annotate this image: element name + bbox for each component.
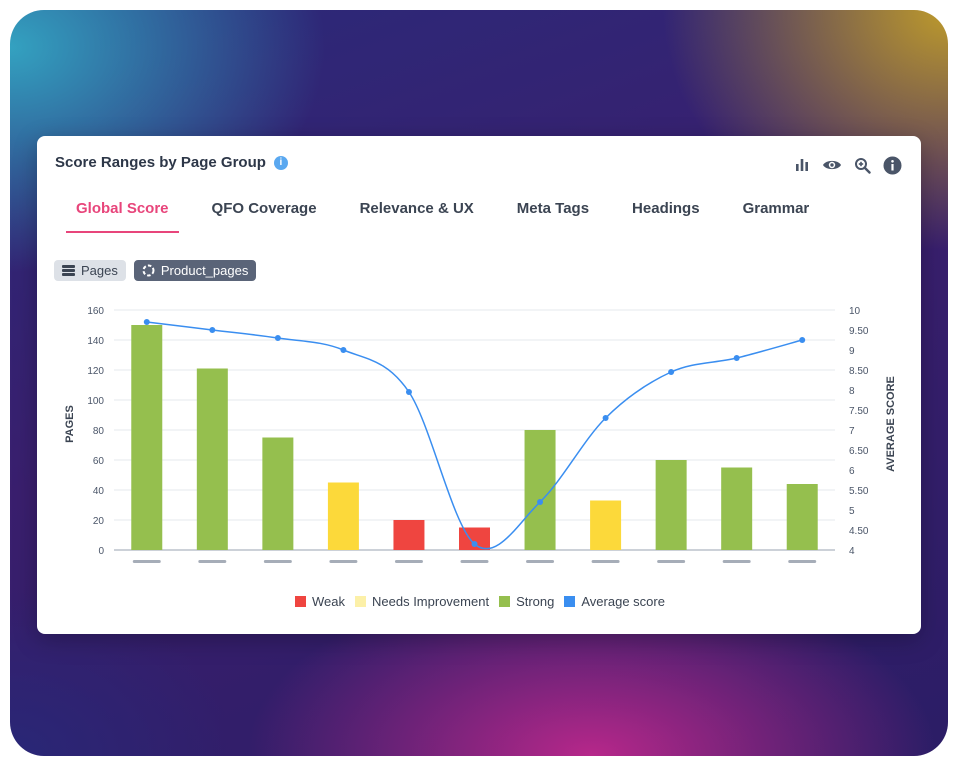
product-pages-chip[interactable]: Product_pages	[133, 260, 257, 281]
average-score-point	[143, 319, 150, 325]
x-tick-label-placeholder	[263, 560, 292, 563]
average-score-point	[405, 389, 412, 395]
y2-tick-label: 8.50	[849, 366, 869, 377]
y2-tick-label: 4	[849, 546, 855, 557]
legend-label-weak: Weak	[312, 594, 345, 609]
chart-card: Score Ranges by Page Group i Global Scor…	[37, 136, 921, 634]
x-tick-label-placeholder	[460, 560, 489, 563]
x-tick-label-placeholder	[394, 560, 423, 563]
legend-item-weak[interactable]: Weak	[295, 594, 345, 609]
bar	[786, 484, 818, 550]
card-header: Score Ranges by Page Group i	[55, 154, 288, 171]
legend-label-average-score: Average score	[581, 594, 665, 609]
y2-tick-label: 7	[849, 426, 855, 437]
average-score-point	[668, 369, 675, 375]
bar	[196, 368, 228, 550]
tab-grammar[interactable]: Grammar	[742, 200, 810, 217]
pages-chip[interactable]: Pages	[54, 260, 126, 281]
average-score-point	[799, 337, 806, 343]
y-tick-label: 80	[93, 426, 105, 437]
x-tick-label-placeholder	[657, 560, 686, 563]
average-score-line	[146, 321, 803, 550]
average-score-point	[274, 335, 281, 341]
product-pages-chip-label: Product_pages	[160, 263, 249, 278]
filter-chips: Pages Product_pages	[54, 260, 257, 281]
average-score-point	[733, 355, 740, 361]
average-score-point	[471, 541, 478, 547]
y-tick-label: 140	[87, 336, 104, 347]
y-tick-label: 120	[87, 366, 104, 377]
y2-tick-label: 10	[849, 306, 861, 317]
legend-swatch-strong	[499, 596, 511, 607]
score-chart: 0 20 40 60 80 100 120 140 160 4 4.50 5 5.50 6 6.50 7 7.…	[64, 306, 897, 563]
y2-tick-label: 8	[849, 386, 855, 397]
chart-toolbar	[791, 154, 903, 176]
y2-tick-label: 9.50	[849, 326, 869, 337]
average-score-point	[209, 327, 216, 333]
info-icon[interactable]: i	[273, 155, 288, 170]
bar	[721, 467, 753, 550]
y2-tick-label: 6.50	[849, 446, 869, 457]
y2-tick-label: 6	[849, 466, 855, 477]
tab-headings[interactable]: Headings	[632, 200, 700, 217]
card-title: Score Ranges by Page Group	[55, 154, 266, 171]
legend-item-needs-improvement[interactable]: Needs Improvement	[355, 594, 489, 609]
legend-swatch-weak	[295, 596, 306, 607]
y-axis-label: PAGES	[64, 405, 76, 443]
y2-tick-label: 7.50	[849, 406, 869, 417]
tab-qfo-coverage[interactable]: QFO Coverage	[211, 200, 317, 217]
bar	[131, 325, 163, 550]
y2-tick-label: 4.50	[849, 526, 869, 537]
y2-tick-label: 9	[849, 346, 855, 357]
legend-label-needs-improvement: Needs Improvement	[372, 594, 490, 609]
average-score-point	[537, 499, 544, 505]
average-score-point	[602, 415, 609, 421]
eye-icon[interactable]	[821, 154, 843, 176]
bar	[327, 482, 359, 550]
x-tick-label-placeholder	[526, 560, 555, 563]
average-score-point	[340, 347, 347, 353]
chart-legend: Weak Needs Improvement Strong Average sc…	[295, 594, 665, 609]
pages-chip-label: Pages	[81, 263, 118, 278]
x-tick-label-placeholder	[722, 560, 751, 563]
legend-item-strong[interactable]: Strong	[499, 594, 554, 609]
spinner-icon	[142, 264, 155, 277]
tab-global-score[interactable]: Global Score	[66, 198, 179, 233]
y-tick-label: 100	[87, 396, 104, 407]
bar	[655, 460, 687, 550]
x-tick-label-placeholder	[198, 560, 227, 563]
bar	[590, 500, 622, 550]
y-tick-label: 0	[98, 546, 104, 557]
tab-meta-tags[interactable]: Meta Tags	[516, 200, 590, 217]
y2-tick-label: 5.50	[849, 486, 869, 497]
y2-axis-label: AVERAGE SCORE	[885, 376, 897, 472]
x-tick-label-placeholder	[329, 560, 358, 563]
legend-label-strong: Strong	[516, 594, 555, 609]
y-tick-label: 60	[93, 456, 105, 467]
x-tick-label-placeholder	[132, 560, 161, 563]
legend-swatch-average-score	[564, 596, 576, 607]
bar	[393, 520, 425, 550]
legend-swatch-needs-improvement	[355, 596, 366, 607]
y-tick-label: 20	[93, 516, 105, 527]
list-icon	[62, 265, 75, 276]
x-tick-label-placeholder	[788, 560, 817, 563]
x-tick-label-placeholder	[591, 560, 620, 563]
y-tick-label: 40	[93, 486, 105, 497]
score-tabs: Global Score QFO Coverage Relevance & UX…	[66, 198, 847, 233]
y2-tick-label: 5	[849, 506, 855, 517]
bar	[262, 437, 294, 550]
bar-chart-icon[interactable]	[791, 154, 813, 176]
y-tick-label: 160	[87, 306, 104, 317]
legend-item-average-score[interactable]: Average score	[564, 594, 665, 609]
zoom-icon[interactable]	[851, 154, 873, 176]
tab-relevance-ux[interactable]: Relevance & UX	[359, 200, 474, 217]
info-circle-icon[interactable]	[881, 154, 903, 176]
